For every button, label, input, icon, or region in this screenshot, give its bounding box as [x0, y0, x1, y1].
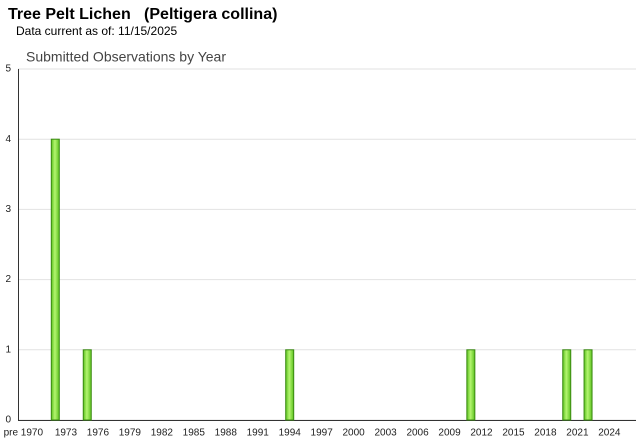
y-tick-label: 0: [5, 415, 11, 426]
x-tick-label: 2024: [598, 428, 621, 439]
y-tick-label: 2: [5, 274, 11, 285]
x-tick-label: 2012: [470, 428, 493, 439]
x-tick-label: 2021: [566, 428, 589, 439]
x-tick-label: 2006: [406, 428, 429, 439]
page-subtitle: Data current as of: 11/15/2025: [16, 24, 178, 38]
y-tick-label: 4: [5, 134, 11, 145]
x-tick-label: 2000: [343, 428, 366, 439]
bar: [583, 349, 593, 421]
x-tick-label: 1997: [311, 428, 334, 439]
x-tick-label: 1979: [119, 428, 142, 439]
x-tick-label: pre 1970: [4, 428, 44, 439]
x-tick-label: 2018: [534, 428, 557, 439]
bar: [50, 138, 60, 421]
x-tick-label: 2009: [438, 428, 461, 439]
chart-title: Submitted Observations by Year: [26, 49, 226, 65]
page-title: Tree Pelt Lichen (Peltigera collina): [8, 6, 277, 23]
bar: [82, 349, 92, 421]
x-tick-label: 2003: [374, 428, 397, 439]
x-tick-label: 1994: [279, 428, 302, 439]
x-tick-label: 1982: [151, 428, 174, 439]
x-tick-label: 1976: [87, 428, 110, 439]
x-tick-label: 1991: [247, 428, 270, 439]
y-tick-label: 5: [5, 64, 11, 75]
bar: [562, 349, 572, 421]
x-tick-label: 2015: [502, 428, 525, 439]
y-tick-label: 1: [5, 344, 11, 355]
x-tick-label: 1973: [55, 428, 78, 439]
x-tick-label: 1985: [183, 428, 206, 439]
y-tick-label: 3: [5, 204, 11, 215]
x-tick-label: 1988: [215, 428, 238, 439]
bar: [285, 349, 295, 421]
bar: [466, 349, 476, 421]
